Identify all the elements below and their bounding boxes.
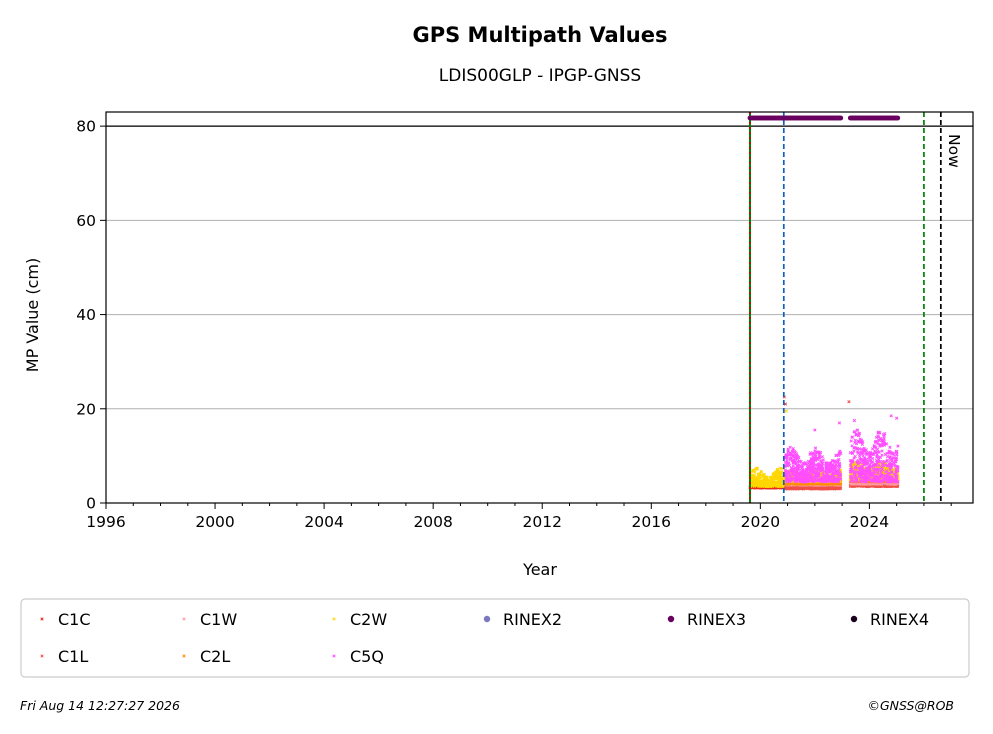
data-point: [788, 445, 792, 450]
data-points: [748, 395, 900, 491]
grid-lines: [106, 125, 973, 410]
data-point: [837, 457, 841, 462]
chart-title: GPS Multipath Values: [412, 23, 667, 47]
chart-subtitle: LDIS00GLP - IPGP-GNSS: [439, 66, 641, 86]
data-point: [813, 446, 818, 450]
data-point: [791, 447, 795, 451]
series-c5q: [783, 428, 900, 484]
